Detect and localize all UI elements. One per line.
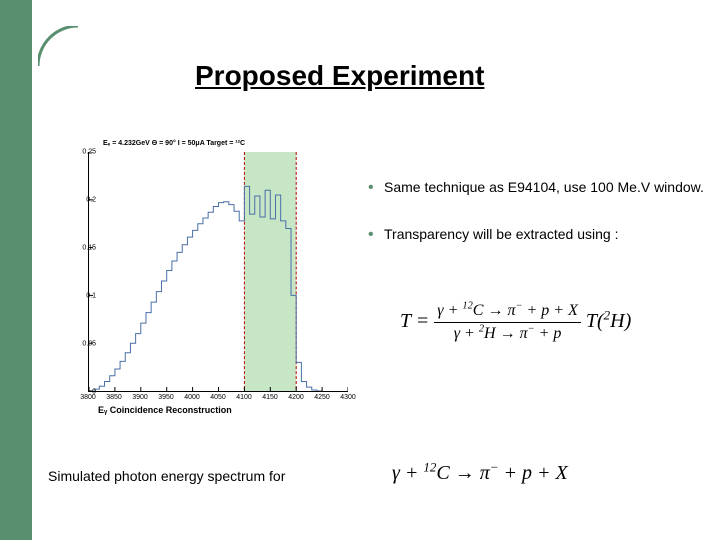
spectrum-chart: Eₑ = 4.232GeV Θ = 90° I = 50μA Target = … (48, 140, 358, 428)
x-tick-label: 4300 (340, 394, 356, 401)
y-tick-label: 0.25 (68, 149, 96, 156)
x-tick-label: 3900 (132, 394, 148, 401)
page-title: Proposed Experiment (195, 60, 484, 92)
chart-plot-area (88, 152, 348, 392)
bullet-text: Transparency will be extracted using : (384, 225, 618, 244)
list-item: • Transparency will be extracted using : (368, 225, 708, 244)
transparency-formula: T = γ + 12C → π− + p + X γ + 2H → π− + p… (400, 302, 631, 343)
formula-numerator: γ + 12C → π− + p + X (434, 302, 581, 323)
bullet-list: • Same technique as E94104, use 100 Me.V… (368, 178, 708, 272)
y-tick-label: 0.1 (68, 293, 96, 300)
y-tick-label: 0.15 (68, 245, 96, 252)
bullet-icon: • (368, 178, 384, 197)
formula-prefix: T = (400, 310, 429, 332)
x-tick-label: 3800 (80, 394, 96, 401)
list-item: • Same technique as E94104, use 100 Me.V… (368, 178, 708, 197)
x-tick-label: 4050 (210, 394, 226, 401)
chart-params-label: Eₑ = 4.232GeV Θ = 90° I = 50μA Target = … (103, 140, 245, 147)
x-tick-label: 4150 (262, 394, 278, 401)
bullet-text: Same technique as E94104, use 100 Me.V w… (384, 178, 704, 197)
slide-sidebar (0, 0, 32, 540)
formula-denominator: γ + 2H → π− + p (434, 323, 581, 343)
x-tick-label: 3950 (158, 394, 174, 401)
formula-fraction: γ + 12C → π− + p + X γ + 2H → π− + p (434, 302, 581, 343)
y-tick-label: 0.05 (68, 341, 96, 348)
x-tick-label: 3850 (106, 394, 122, 401)
caption-reaction-formula: γ + 12C → π− + p + X (392, 462, 568, 485)
formula-suffix: T(2H) (586, 310, 631, 332)
chart-caption: Simulated photon energy spectrum for (48, 468, 285, 484)
x-tick-label: 4000 (184, 394, 200, 401)
x-tick-label: 4100 (236, 394, 252, 401)
chart-x-axis-label: Eᵧ Coincidence Reconstruction (98, 405, 232, 415)
y-tick-label: 0.2 (68, 197, 96, 204)
x-tick-label: 4200 (288, 394, 304, 401)
bullet-icon: • (368, 225, 384, 244)
corner-arc-icon (38, 26, 128, 116)
x-tick-label: 4250 (314, 394, 330, 401)
